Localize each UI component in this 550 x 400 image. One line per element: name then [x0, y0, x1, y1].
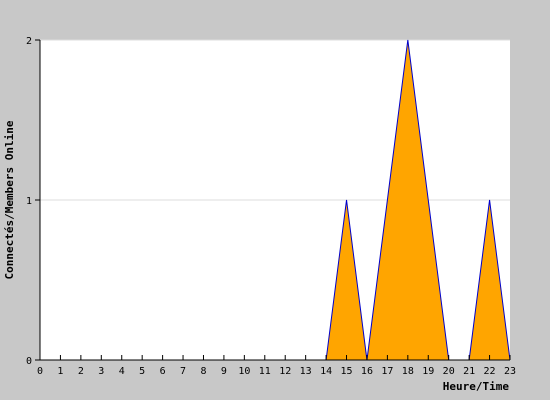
- x-tick-label-2: 2: [78, 366, 84, 377]
- y-tick-label-0: 0: [26, 356, 32, 367]
- x-tick-label-11: 11: [259, 366, 271, 377]
- y-tick-label-1: 1: [26, 196, 32, 207]
- x-tick-label-21: 21: [463, 366, 475, 377]
- tick-labels: 0 1 2 3 4 5 6 7 8 9 10 11 12 13 14 15 16 17 18 19 20 21 22 2301…: [26, 36, 516, 377]
- x-tick-label-13: 13: [300, 366, 312, 377]
- y-tick-label-2: 2: [26, 36, 32, 47]
- x-tick-label-14: 14: [320, 366, 332, 377]
- x-tick-label-18: 18: [402, 366, 414, 377]
- x-tick-label-3: 3: [98, 366, 104, 377]
- x-tick-label-7: 7: [180, 366, 186, 377]
- x-tick-label-19: 19: [422, 366, 434, 377]
- area-fill: [40, 40, 510, 360]
- x-tick-label-22: 22: [484, 366, 496, 377]
- y-axis-title: Connectés/Members Online: [3, 120, 16, 279]
- axes: [35, 39, 511, 361]
- x-tick-label-5: 5: [139, 366, 145, 377]
- x-tick-label-4: 4: [119, 366, 125, 377]
- x-tick-label-23: 23: [504, 366, 516, 377]
- x-tick-label-0: 0: [37, 366, 43, 377]
- x-tick-label-10: 10: [238, 366, 250, 377]
- x-tick-label-1: 1: [57, 366, 63, 377]
- grid-lines: [40, 39, 510, 201]
- x-tick-label-6: 6: [160, 366, 166, 377]
- x-tick-label-9: 9: [221, 366, 227, 377]
- x-tick-label-16: 16: [361, 366, 373, 377]
- x-tick-label-20: 20: [443, 366, 455, 377]
- x-tick-label-17: 17: [381, 366, 393, 377]
- x-tick-label-8: 8: [200, 366, 206, 377]
- x-tick-label-15: 15: [340, 366, 352, 377]
- x-axis-title: Heure/Time: [443, 380, 510, 393]
- x-tick-label-12: 12: [279, 366, 291, 377]
